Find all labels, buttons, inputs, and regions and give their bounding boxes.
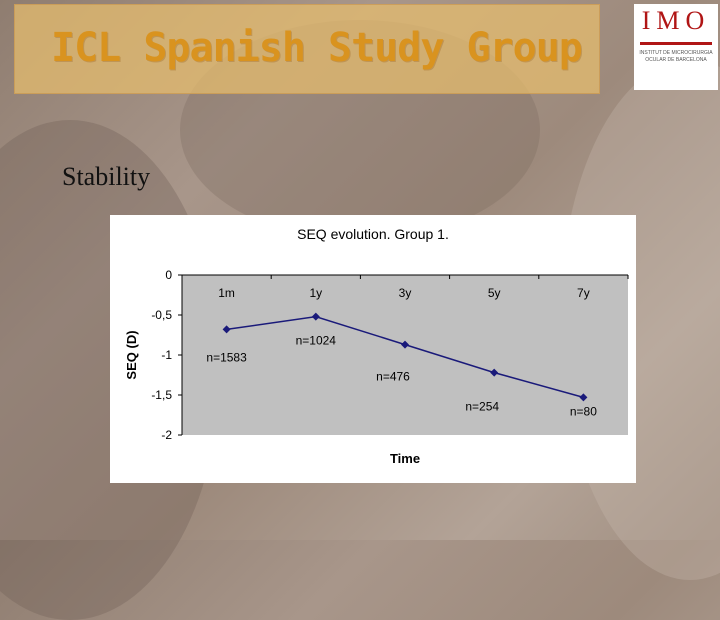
data-point [311,312,320,321]
data-label: n=1583 [206,350,247,364]
x-tick-label: 3y [399,286,412,300]
x-tick-label: 7y [577,286,590,300]
y-axis-title: SEQ (D) [124,330,139,379]
imo-logo: IMO Institut de Microcirurgia Ocular de … [634,4,718,90]
data-label: n=1024 [296,334,337,348]
logo-subtitle: Institut de Microcirurgia Ocular de Barc… [639,50,713,63]
y-tick-label: 0 [165,268,172,282]
logo-bar [640,42,712,45]
seq-line-chart: SEQ evolution. Group 1. 0 -0,5 -1 -1,5 -2 1m… [124,226,629,466]
data-label: n=80 [570,404,597,418]
section-heading: Stability [62,162,151,191]
data-point [222,325,231,334]
plot-area [182,275,628,435]
chart-container: SEQ evolution. Group 1. 0 -0,5 -1 -1,5 -2 1m… [110,215,636,483]
data-point [579,393,588,402]
logo-letters: IMO [641,6,711,35]
x-tick-label: 5y [488,286,501,300]
y-tick-label: -0,5 [151,308,172,322]
x-axis-title: Time [390,451,420,466]
data-point [490,368,499,377]
x-tick-label: 1y [309,286,322,300]
chart-title: SEQ evolution. Group 1. [297,226,449,242]
data-label: n=476 [376,370,410,384]
y-tick-label: -2 [161,428,172,442]
y-tick-label: -1 [161,348,172,362]
data-point [401,340,409,349]
title-banner: ICL Spanish Study Group [14,4,600,94]
slide-title: ICL Spanish Study Group [51,25,583,71]
y-tick-label: -1,5 [151,388,172,402]
x-tick-label: 1m [218,286,235,300]
data-label: n=254 [465,400,499,414]
